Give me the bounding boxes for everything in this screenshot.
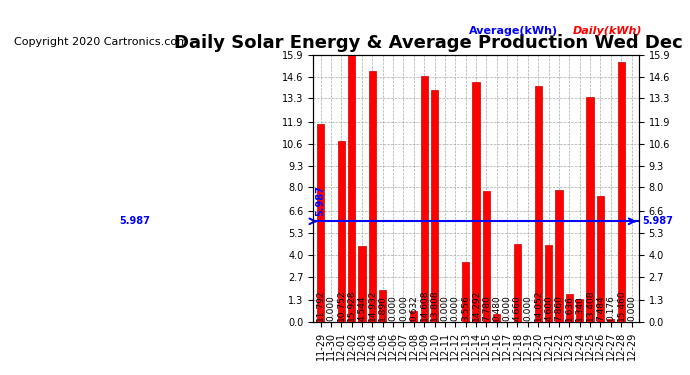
- Bar: [607, 319, 614, 322]
- Text: 14.292: 14.292: [471, 290, 480, 321]
- Text: Daily(kWh): Daily(kWh): [573, 26, 642, 36]
- Bar: [483, 191, 490, 322]
- Text: 10.752: 10.752: [337, 290, 346, 321]
- Text: 0.000: 0.000: [523, 295, 533, 321]
- Text: 1.890: 1.890: [378, 295, 387, 321]
- Bar: [535, 86, 542, 322]
- Text: 5.987: 5.987: [119, 216, 150, 226]
- Text: 14.608: 14.608: [420, 290, 428, 321]
- Bar: [379, 290, 386, 322]
- Text: 4.544: 4.544: [357, 296, 366, 321]
- Bar: [576, 299, 583, 322]
- Text: 1.636: 1.636: [565, 295, 574, 321]
- Bar: [462, 262, 469, 322]
- Text: 13.408: 13.408: [586, 290, 595, 321]
- Bar: [618, 62, 624, 322]
- Text: 0.000: 0.000: [326, 295, 335, 321]
- Bar: [545, 244, 552, 322]
- Bar: [317, 124, 324, 322]
- Text: 5.987: 5.987: [315, 185, 325, 216]
- Text: 1.340: 1.340: [575, 296, 584, 321]
- Title: Daily Solar Energy & Average Production Wed Dec 30 16:15: Daily Solar Energy & Average Production …: [175, 34, 690, 52]
- Text: 5.987: 5.987: [642, 216, 673, 226]
- Bar: [555, 190, 562, 322]
- Text: 15.928: 15.928: [347, 290, 356, 321]
- Bar: [348, 54, 355, 322]
- Text: 7.780: 7.780: [482, 295, 491, 321]
- Text: 0.480: 0.480: [492, 296, 501, 321]
- Text: 4.660: 4.660: [513, 296, 522, 321]
- Bar: [493, 314, 500, 322]
- Text: 0.000: 0.000: [388, 295, 397, 321]
- Bar: [337, 141, 345, 322]
- Text: 0.176: 0.176: [607, 295, 615, 321]
- Text: Copyright 2020 Cartronics.com: Copyright 2020 Cartronics.com: [14, 37, 188, 47]
- Bar: [586, 97, 593, 322]
- Text: 15.460: 15.460: [617, 290, 626, 321]
- Bar: [597, 196, 604, 322]
- Text: 0.000: 0.000: [399, 295, 408, 321]
- Text: 7.484: 7.484: [596, 296, 605, 321]
- Text: 13.808: 13.808: [430, 290, 439, 321]
- Bar: [431, 90, 438, 322]
- Bar: [410, 311, 417, 322]
- Text: 3.556: 3.556: [461, 295, 470, 321]
- Text: Average(kWh): Average(kWh): [469, 26, 558, 36]
- Bar: [368, 71, 376, 322]
- Bar: [566, 294, 573, 322]
- Text: 4.600: 4.600: [544, 296, 553, 321]
- Text: 0.000: 0.000: [502, 295, 511, 321]
- Text: 0.000: 0.000: [451, 295, 460, 321]
- Bar: [358, 246, 366, 322]
- Text: 7.860: 7.860: [555, 295, 564, 321]
- Bar: [514, 244, 521, 322]
- Bar: [473, 82, 480, 322]
- Bar: [420, 76, 428, 322]
- Text: 11.792: 11.792: [316, 290, 325, 321]
- Text: 0.632: 0.632: [409, 296, 418, 321]
- Text: 0.000: 0.000: [440, 295, 449, 321]
- Text: 14.932: 14.932: [368, 290, 377, 321]
- Text: 0.000: 0.000: [627, 295, 636, 321]
- Text: 14.052: 14.052: [534, 290, 543, 321]
